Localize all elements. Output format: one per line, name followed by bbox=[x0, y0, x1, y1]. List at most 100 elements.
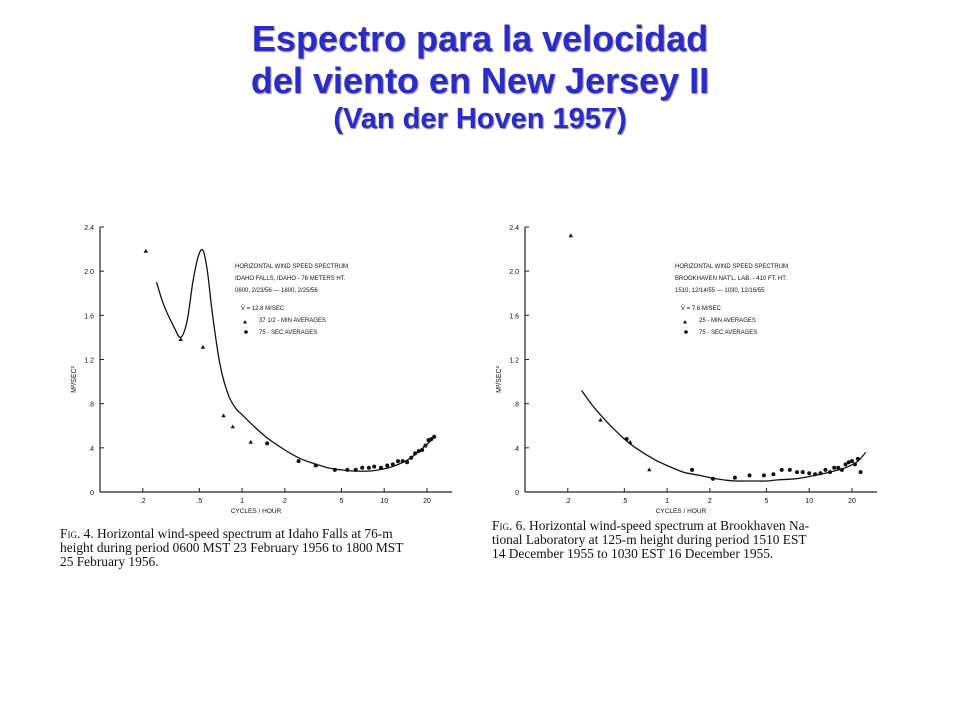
data-point-dot bbox=[787, 467, 792, 472]
y-tick-label: 2.4 bbox=[509, 225, 519, 232]
y-tick-label: .4 bbox=[513, 446, 519, 453]
data-point-dot bbox=[813, 472, 818, 477]
data-point-dot bbox=[710, 476, 715, 481]
data-point-triangle bbox=[221, 413, 226, 418]
figure-4-caption-line-1: Fig. 4. Horizontal wind-speed spectrum a… bbox=[60, 527, 480, 541]
data-point-triangle bbox=[178, 337, 183, 341]
data-point-dot bbox=[855, 456, 860, 461]
legend-text: BROOKHAVEN NAT'L. LAB. - 410 FT. HT. bbox=[675, 276, 787, 282]
y-tick-label: .8 bbox=[88, 402, 94, 409]
data-point-triangle bbox=[647, 467, 652, 472]
data-point-dot bbox=[432, 434, 437, 439]
data-point-dot bbox=[379, 465, 383, 470]
x-tick-label: 20 bbox=[423, 498, 431, 505]
x-tick-label: 2 bbox=[708, 498, 712, 505]
slide-title: Espectro para la velocidad del viento en… bbox=[0, 18, 960, 136]
data-point-dot bbox=[296, 459, 301, 464]
figure-4-plot: 0 .4 .8 1.2 1.6 2.0 2.4 .2 .5 1 2 5 10 20 CYCLES / HOU… bbox=[71, 225, 452, 515]
data-point-triangle bbox=[568, 233, 573, 238]
y-tick-label: 2.4 bbox=[84, 225, 94, 232]
data-point-dot bbox=[313, 463, 318, 468]
x-tick-label: 2 bbox=[283, 498, 287, 505]
legend-dot-marker bbox=[684, 330, 688, 334]
legend-text: 25 - MIN AVERAGES bbox=[699, 318, 756, 324]
data-point-dot bbox=[409, 455, 414, 460]
x-tick-label: 20 bbox=[848, 498, 856, 505]
legend-text: 75 - SEC AVERAGES bbox=[259, 330, 317, 336]
y-axis-label: M²/SEC² bbox=[71, 365, 78, 393]
fitted-curve bbox=[580, 390, 867, 482]
legend-text: 0600, 2/23/56 — 1800, 2/25/56 bbox=[235, 288, 318, 294]
y-tick-label: 1.2 bbox=[509, 358, 519, 365]
data-point-triangle bbox=[248, 439, 253, 444]
legend-text: 75 - SEC AVERAGES bbox=[699, 330, 757, 336]
data-point-dot bbox=[332, 467, 337, 472]
data-point-dot bbox=[771, 472, 776, 477]
data-point-dot bbox=[800, 470, 805, 475]
y-tick-label: 2.0 bbox=[84, 269, 94, 276]
data-point-dot bbox=[413, 451, 418, 456]
data-point-dot bbox=[405, 460, 410, 465]
legend-text: IDAHO FALLS, IDAHO - 76 METERS HT. bbox=[235, 276, 346, 282]
data-point-dot bbox=[416, 449, 421, 454]
legend-text: HORIZONTAL WIND SPEED SPECTRUM bbox=[235, 264, 348, 270]
data-point-dot bbox=[761, 473, 766, 478]
figure-6-caption-line-1: Fig. 6. Horizontal wind-speed spectrum a… bbox=[492, 519, 912, 533]
data-point-dot bbox=[779, 467, 784, 472]
data-point-dot bbox=[390, 462, 395, 467]
legend-text: HORIZONTAL WIND SPEED SPECTRUM bbox=[675, 264, 788, 270]
y-tick-label: 1.2 bbox=[84, 358, 94, 365]
y-tick-label: 1.6 bbox=[509, 313, 519, 320]
legend-text: 37 1/2 - MIN AVERAGES bbox=[259, 318, 326, 324]
x-tick-label: .2 bbox=[140, 498, 146, 505]
x-tick-label: .5 bbox=[621, 498, 627, 505]
data-point-dot bbox=[850, 459, 854, 464]
data-point-dot bbox=[795, 470, 799, 475]
data-point-dot bbox=[429, 437, 434, 441]
x-axis-label: CYCLES / HOUR bbox=[231, 508, 282, 515]
data-point-dot bbox=[843, 462, 848, 467]
y-tick-label: 2.0 bbox=[509, 269, 519, 276]
figure-6-caption: Fig. 6. Horizontal wind-speed spectrum a… bbox=[492, 519, 912, 561]
fitted-curve bbox=[155, 248, 434, 472]
figure-4-caption-line-3: 25 February 1956. bbox=[60, 554, 159, 569]
data-point-dot bbox=[345, 467, 350, 472]
figure-6-chart: 0 .4 .8 1.2 1.6 2.0 2.4 .2 .5 1 2 5 10 20 CYCLES / HOU… bbox=[495, 215, 895, 515]
legend-text: V̄ = 7.6 M/SEC bbox=[681, 305, 722, 312]
x-tick-label: 10 bbox=[380, 498, 388, 505]
data-point-triangle bbox=[230, 424, 235, 429]
data-point-dot bbox=[420, 448, 425, 452]
legend-text: V̄ = 12.8 M/SEC bbox=[241, 305, 285, 312]
x-tick-label: 1 bbox=[240, 498, 244, 505]
x-tick-label: .5 bbox=[196, 498, 202, 505]
y-tick-label: 0 bbox=[515, 490, 519, 497]
figure-4-caption-line-2: height during period 0600 MST 23 Februar… bbox=[60, 540, 404, 555]
x-tick-label: .2 bbox=[565, 498, 571, 505]
data-point-dot bbox=[423, 443, 428, 448]
figure-6-caption-line-2: tional Laboratory at 125-m height during… bbox=[492, 532, 807, 547]
title-line-1: Espectro para la velocidad bbox=[251, 18, 709, 59]
y-tick-label: .4 bbox=[88, 446, 94, 453]
data-point-dot bbox=[360, 465, 365, 470]
figure-4-caption-label: Fig. 4. bbox=[60, 526, 94, 541]
data-point-dot bbox=[853, 462, 857, 467]
data-point-dot bbox=[818, 471, 823, 476]
y-tick-label: .8 bbox=[513, 402, 519, 409]
data-point-dot bbox=[832, 465, 837, 470]
data-point-dot bbox=[732, 475, 737, 480]
figure-6-caption-text-1: Horizontal wind-speed spectrum at Brookh… bbox=[525, 518, 810, 533]
x-tick-label: 5 bbox=[339, 498, 343, 505]
data-point-dot bbox=[839, 467, 844, 472]
data-point-dot bbox=[858, 470, 863, 475]
figure-6-caption-line-3: 14 December 1955 to 1030 EST 16 December… bbox=[492, 546, 774, 561]
figure-6-caption-label: Fig. 6. bbox=[492, 518, 526, 533]
figure-4-caption-text-1: Horizontal wind-speed spectrum at Idaho … bbox=[93, 526, 393, 541]
figure-6-plot: 0 .4 .8 1.2 1.6 2.0 2.4 .2 .5 1 2 5 10 20 CYCLES / HOU… bbox=[496, 225, 877, 515]
data-point-dot bbox=[366, 465, 371, 470]
x-tick-label: 1 bbox=[665, 498, 669, 505]
data-point-dot bbox=[624, 437, 629, 441]
y-axis-label: M²/SEC² bbox=[496, 365, 503, 393]
data-point-dot bbox=[385, 463, 390, 468]
data-point-dot bbox=[747, 473, 752, 478]
data-point-dot bbox=[353, 467, 358, 472]
